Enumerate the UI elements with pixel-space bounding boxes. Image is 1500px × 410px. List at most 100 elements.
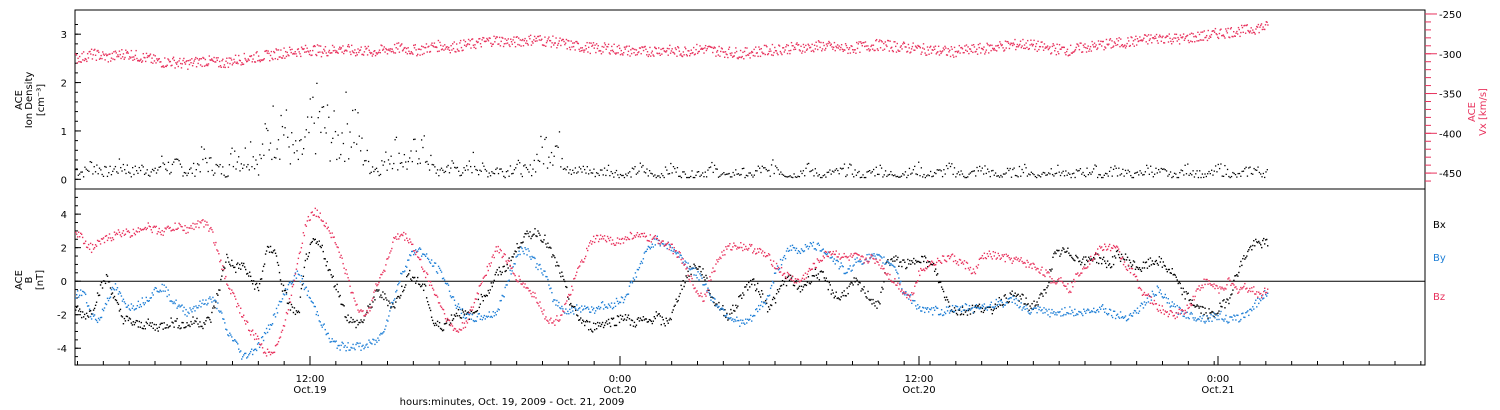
bx-point [375, 290, 377, 292]
density-point [721, 173, 724, 175]
bx-point [130, 322, 133, 324]
density-point [336, 158, 338, 161]
vx-point [79, 61, 82, 63]
bx-point [574, 305, 576, 308]
bx-point [1173, 273, 1175, 276]
density-point [597, 172, 599, 175]
density-point [584, 168, 586, 171]
by-point [414, 252, 416, 254]
vx-point [519, 39, 521, 41]
bx-point [1106, 260, 1109, 262]
vx-point [508, 44, 510, 46]
vx-point [418, 48, 420, 50]
by-point [693, 274, 695, 276]
density-point [778, 173, 781, 175]
vx-point [372, 53, 374, 55]
vx-point [1089, 48, 1091, 50]
vx-point [1200, 31, 1202, 33]
vx-point [1155, 33, 1158, 36]
vx-point [1264, 28, 1266, 31]
vx-point [581, 47, 584, 49]
by-point [92, 315, 95, 317]
bz-point [94, 244, 97, 246]
density-point [330, 141, 333, 144]
bz-point [107, 237, 110, 239]
bx-point [678, 295, 680, 298]
density-point [177, 158, 179, 161]
by-point [303, 288, 306, 291]
by-point [1207, 318, 1209, 321]
by-point [697, 271, 699, 273]
density-point [963, 175, 965, 178]
by-point [313, 305, 315, 308]
by-point [86, 305, 89, 307]
by-point [1166, 302, 1168, 304]
vx-point [627, 50, 630, 53]
bx-point [1212, 311, 1214, 313]
by-point [97, 317, 100, 320]
density-point [328, 116, 330, 118]
bx-point [290, 303, 293, 306]
vx-point [634, 54, 637, 56]
by-point [934, 305, 937, 308]
by-point [450, 296, 453, 299]
by-point [329, 341, 331, 343]
vx-point [555, 37, 557, 39]
density-point [972, 170, 974, 172]
bx-point [897, 256, 899, 259]
bx-point [1248, 249, 1250, 251]
vx-point [146, 56, 148, 59]
bx-point [466, 312, 469, 314]
bx-point [768, 308, 771, 311]
by-point [122, 298, 125, 301]
vx-point [1165, 36, 1167, 38]
density-point [1034, 175, 1037, 178]
by-point [602, 308, 605, 310]
vx-point [642, 46, 644, 49]
vx-point [1079, 42, 1081, 44]
vx-point [453, 41, 455, 43]
by-point [551, 291, 553, 294]
bx-point [1076, 256, 1078, 258]
by-point [740, 319, 742, 321]
by-point [399, 281, 401, 283]
bx-point [693, 263, 695, 265]
by-point [995, 298, 997, 301]
vx-point [97, 49, 99, 52]
by-point [550, 287, 552, 289]
by-point [978, 308, 981, 310]
vx-point [112, 58, 114, 60]
by-point [885, 262, 887, 265]
by-point [461, 308, 464, 310]
vx-point [622, 51, 625, 54]
vx-point [283, 47, 285, 49]
density-point [267, 129, 269, 132]
by-point [75, 297, 77, 299]
by-point [149, 297, 151, 299]
by-point [229, 332, 231, 334]
vx-point [731, 56, 734, 58]
vx-point [474, 44, 476, 46]
vx-point [1124, 47, 1127, 49]
bx-point [111, 292, 114, 294]
vx-point [503, 43, 506, 45]
bx-point [986, 306, 989, 308]
by-point [135, 307, 138, 310]
bx-point [697, 268, 699, 270]
bx-point [1148, 265, 1151, 267]
by-point [248, 352, 251, 355]
by-point [1009, 297, 1011, 299]
vx-point [790, 41, 793, 44]
by-point [213, 300, 215, 302]
by-point [597, 305, 600, 308]
density-point [1139, 170, 1141, 172]
bx-point [866, 297, 868, 299]
bx-point [98, 294, 101, 296]
vx-point [365, 48, 367, 50]
vx-point [413, 47, 416, 49]
bx-point [1062, 247, 1064, 249]
vx-point [382, 48, 385, 50]
by-point [273, 313, 276, 315]
density-point [635, 173, 638, 175]
density-point [532, 168, 534, 170]
